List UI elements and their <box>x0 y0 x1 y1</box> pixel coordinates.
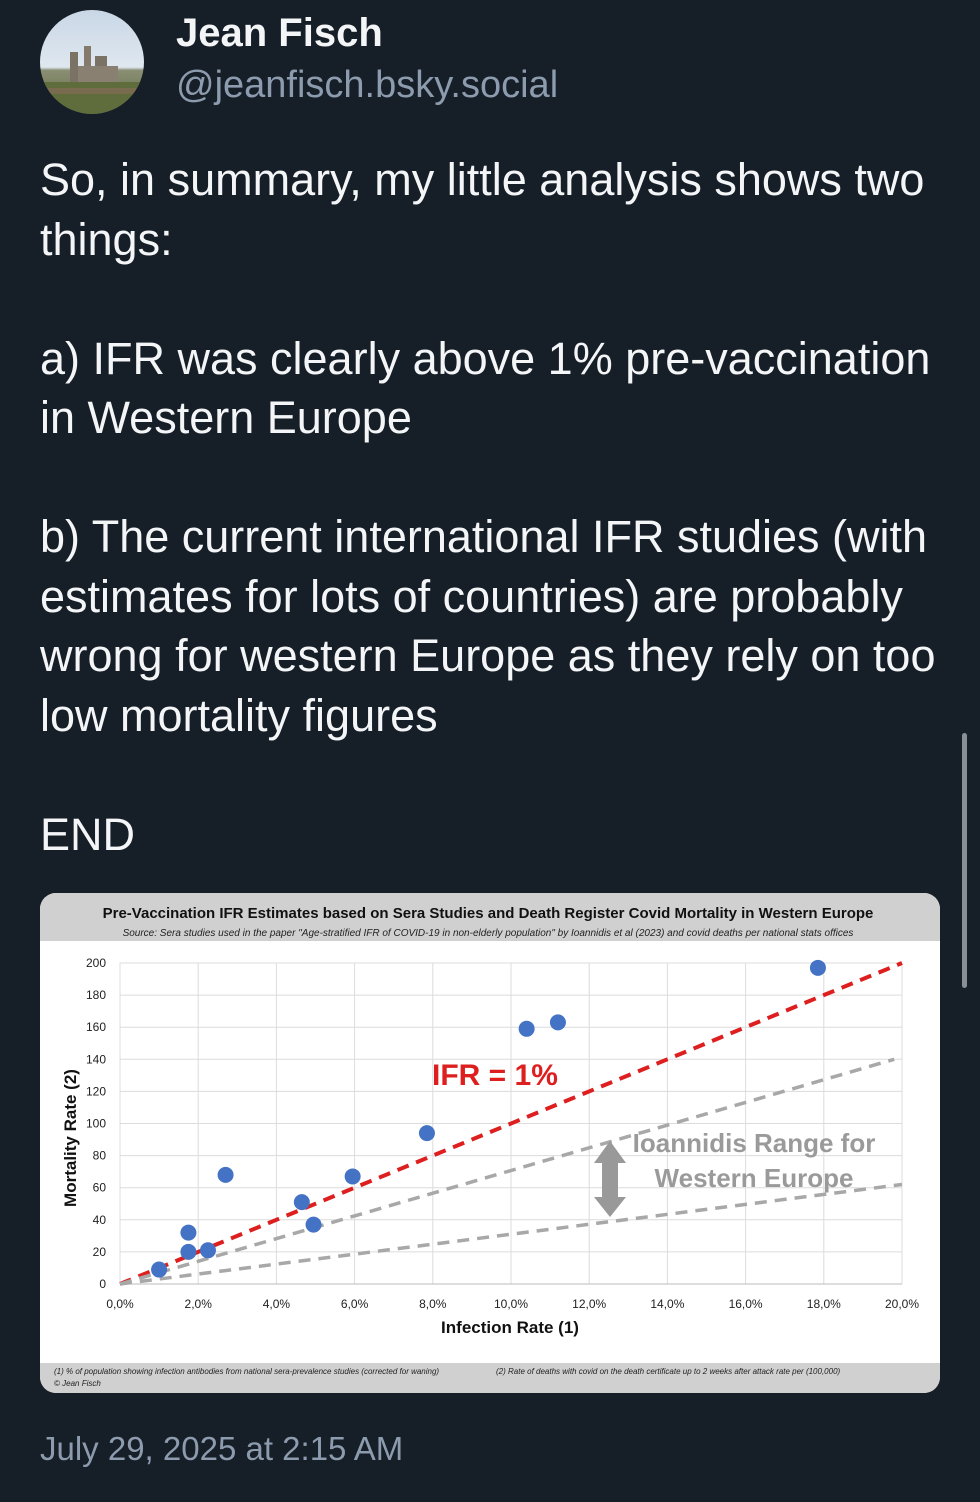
y-tick-label: 100 <box>86 1117 106 1131</box>
y-tick-label: 140 <box>86 1052 106 1066</box>
x-tick-label: 10,0% <box>494 1297 528 1311</box>
data-point <box>180 1224 197 1241</box>
x-tick-label: 8,0% <box>419 1297 447 1311</box>
ioannidis-range-line <box>119 1182 903 1286</box>
x-tick-label: 0,0% <box>106 1297 134 1311</box>
x-tick-label: 12,0% <box>572 1297 606 1311</box>
x-tick-label: 18,0% <box>807 1297 841 1311</box>
chart-image[interactable]: Pre-Vaccination IFR Estimates based on S… <box>40 893 940 1393</box>
data-point <box>344 1168 361 1185</box>
x-tick-label: 20,0% <box>885 1297 919 1311</box>
y-tick-label: 160 <box>86 1020 106 1034</box>
castle-icon <box>40 46 144 114</box>
ifr-1pct-line <box>119 961 903 1286</box>
x-tick-label: 14,0% <box>650 1297 684 1311</box>
y-tick-label: 200 <box>86 956 106 970</box>
range-label-line-1: Ioannidis Range for <box>633 1128 876 1158</box>
author-handle[interactable]: @jeanfisch.bsky.social <box>176 64 559 106</box>
data-point <box>418 1125 435 1142</box>
post-header: Jean Fisch @jeanfisch.bsky.social <box>40 10 558 114</box>
post-timestamp[interactable]: July 29, 2025 at 2:15 AM <box>40 1430 404 1467</box>
avatar[interactable] <box>40 10 144 114</box>
y-axis-label: Mortality Rate (2) <box>61 1069 80 1207</box>
x-tick-label: 6,0% <box>341 1297 369 1311</box>
y-tick-label: 0 <box>99 1277 106 1291</box>
data-point <box>549 1014 566 1031</box>
ioannidis-range-line <box>119 1057 895 1286</box>
post-text: So, in summary, my little analysis shows… <box>40 154 936 860</box>
author-name[interactable]: Jean Fisch <box>176 11 383 55</box>
y-tick-label: 20 <box>93 1245 107 1259</box>
footnote-1: (1) % of population showing infection an… <box>54 1367 439 1376</box>
data-point <box>809 959 826 976</box>
footnote-2: (2) Rate of deaths with covid on the dea… <box>496 1367 841 1376</box>
footnote-copyright: © Jean Fisch <box>54 1379 101 1388</box>
chart-subtitle: Source: Sera studies used in the paper "… <box>123 928 854 939</box>
y-tick-label: 180 <box>86 988 106 1002</box>
x-tick-label: 2,0% <box>185 1297 213 1311</box>
scrollbar[interactable] <box>962 733 967 988</box>
range-label-line-2: Western Europe <box>655 1163 854 1193</box>
data-point <box>293 1194 310 1211</box>
data-point <box>199 1242 216 1259</box>
x-tick-label: 16,0% <box>729 1297 763 1311</box>
double-arrow-icon <box>594 1141 626 1217</box>
data-point <box>180 1243 197 1260</box>
y-tick-label: 40 <box>93 1213 107 1227</box>
y-tick-label: 60 <box>93 1181 107 1195</box>
y-tick-label: 120 <box>86 1084 106 1098</box>
y-tick-label: 80 <box>93 1149 107 1163</box>
x-tick-label: 4,0% <box>263 1297 291 1311</box>
data-point <box>305 1216 322 1233</box>
x-axis-label: Infection Rate (1) <box>441 1318 579 1337</box>
chart-title: Pre-Vaccination IFR Estimates based on S… <box>103 905 874 922</box>
chart-svg: Pre-Vaccination IFR Estimates based on S… <box>40 893 940 1393</box>
data-point <box>151 1261 168 1278</box>
data-point <box>217 1166 234 1183</box>
data-point <box>518 1020 535 1037</box>
ifr-label: IFR = 1% <box>432 1059 558 1092</box>
